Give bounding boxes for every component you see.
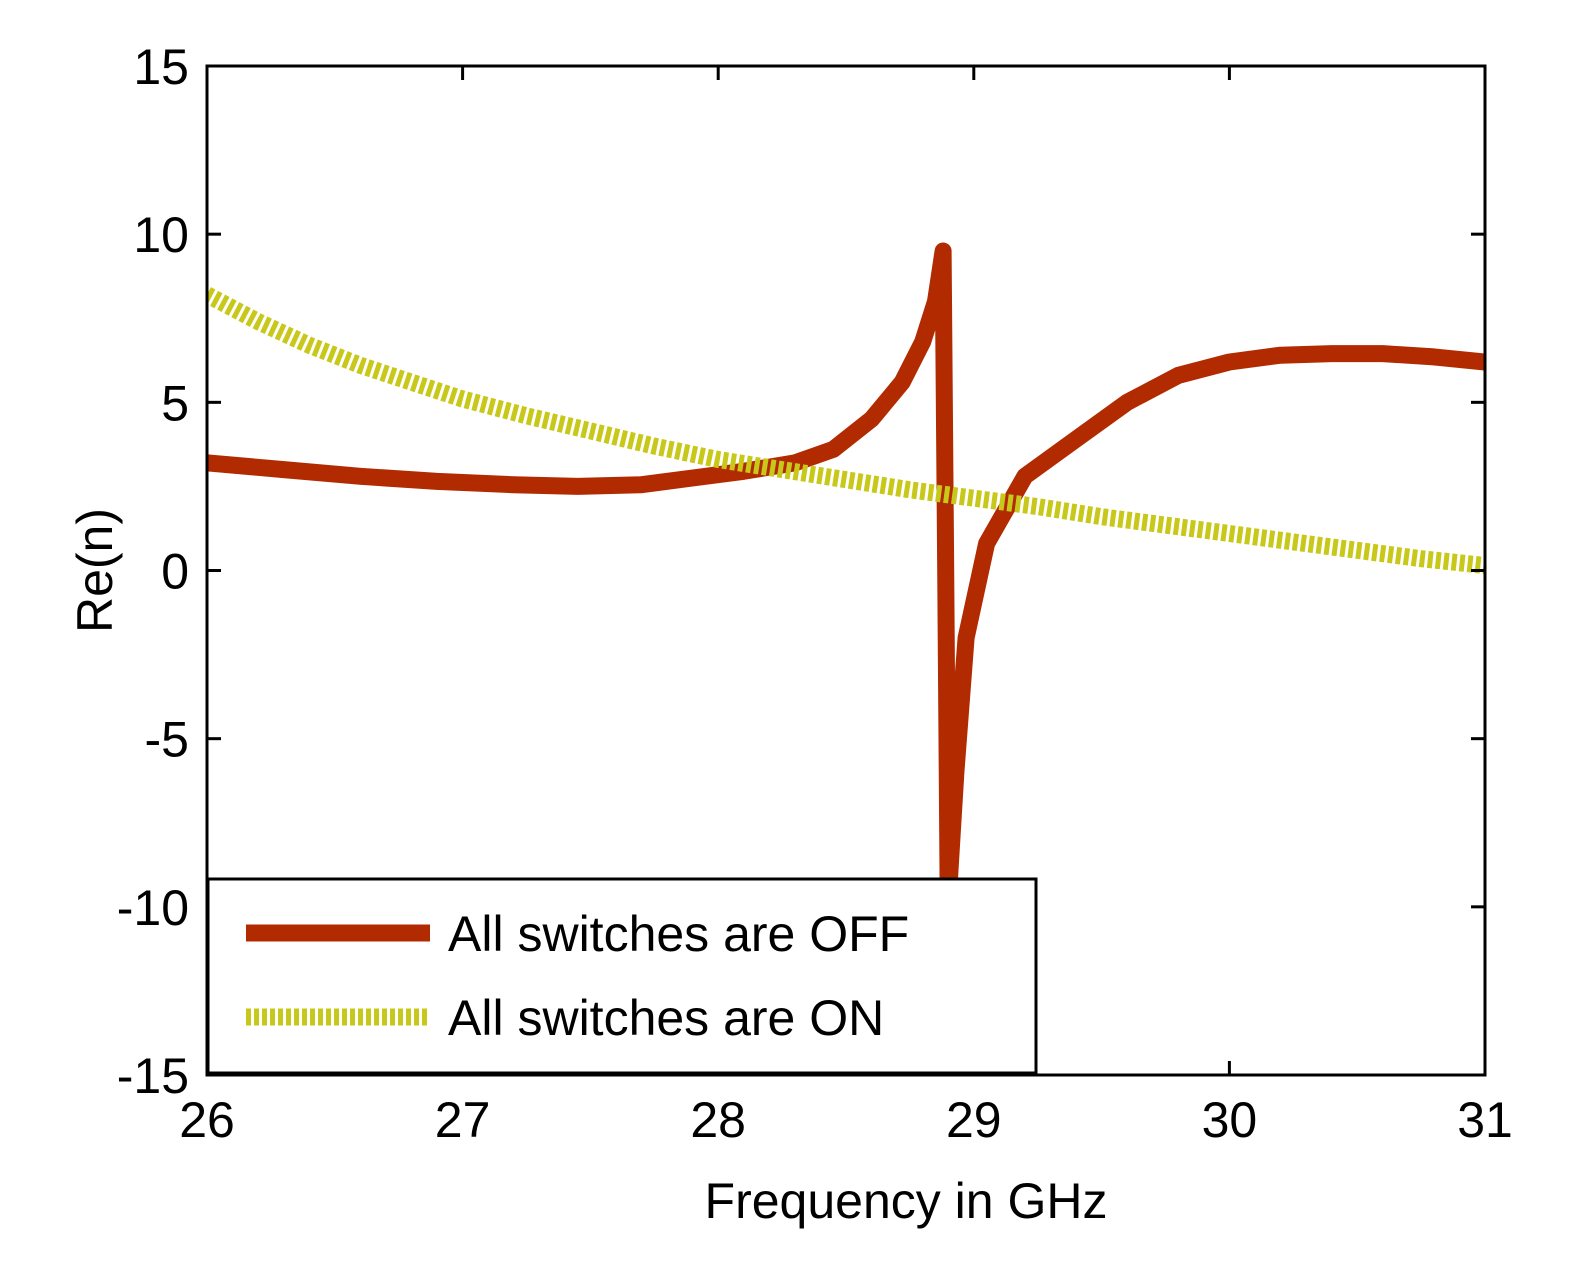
x-tick-label: 26 <box>179 1092 235 1148</box>
legend-box <box>206 877 1038 1075</box>
x-tick-label: 29 <box>946 1092 1002 1148</box>
y-axis-title: Re(n) <box>67 508 123 633</box>
series-line-on <box>207 287 1485 574</box>
y-tick-label: 0 <box>161 544 189 600</box>
legend: All switches are OFF All switches are ON <box>206 877 1038 1075</box>
y-tick-label: -15 <box>117 1048 189 1104</box>
plot-area <box>207 242 1485 909</box>
legend-label-on: All switches are ON <box>448 990 884 1046</box>
y-tick-label: 15 <box>133 39 189 95</box>
x-tick-label: 27 <box>435 1092 491 1148</box>
y-tick-label: -5 <box>145 712 189 768</box>
x-axis-title: Frequency in GHz <box>705 1173 1108 1229</box>
series-line-off <box>207 242 1485 909</box>
x-tick-label: 31 <box>1457 1092 1513 1148</box>
x-tick-label: 30 <box>1202 1092 1258 1148</box>
axes: 26 27 28 29 30 31 15 10 5 0 -5 -10 -15 Frequency in G… <box>67 39 1513 1229</box>
legend-label-off: All switches are OFF <box>448 906 909 962</box>
y-tick-label: 5 <box>161 375 189 431</box>
y-tick-label: 10 <box>133 207 189 263</box>
y-tick-label: -10 <box>117 880 189 936</box>
x-tick-label: 28 <box>690 1092 746 1148</box>
